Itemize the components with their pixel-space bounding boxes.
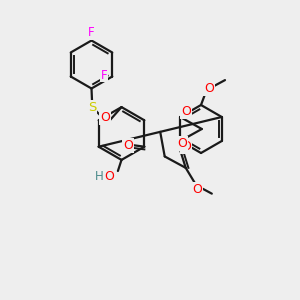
Text: O: O — [177, 137, 187, 150]
Text: F: F — [88, 26, 95, 39]
Text: O: O — [181, 140, 191, 153]
Text: O: O — [193, 183, 202, 196]
Text: O: O — [105, 170, 114, 184]
Text: O: O — [123, 139, 133, 152]
Text: H: H — [95, 170, 104, 184]
Text: O: O — [205, 82, 214, 95]
Text: S: S — [88, 100, 96, 114]
Text: O: O — [100, 111, 110, 124]
Text: F: F — [100, 68, 107, 82]
Text: O: O — [181, 105, 191, 118]
